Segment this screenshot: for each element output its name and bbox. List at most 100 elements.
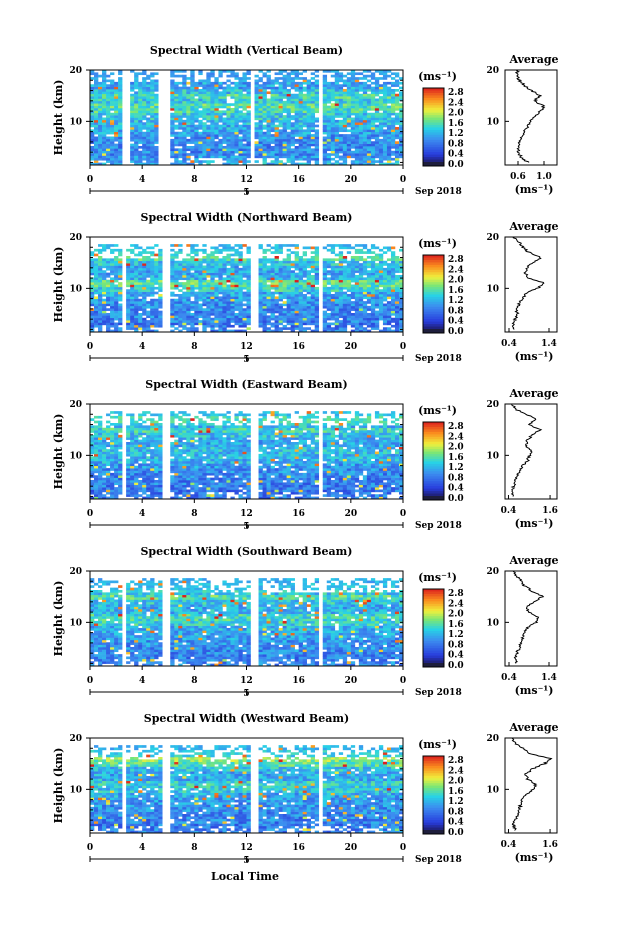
heatmap-cell <box>266 248 271 252</box>
heatmap-cell <box>126 275 131 278</box>
heatmap-cell <box>134 329 139 333</box>
heatmap-cell <box>226 119 231 123</box>
heatmap-cell <box>362 301 368 304</box>
heatmap-cell <box>182 270 187 273</box>
heatmap-cell <box>314 146 320 149</box>
heatmap-cell <box>370 327 376 330</box>
heatmap-cell <box>326 143 332 147</box>
heatmap-cell <box>290 270 295 273</box>
heatmap-cell <box>114 275 119 278</box>
heatmap-cell <box>142 96 147 99</box>
heatmap-cell <box>206 131 211 135</box>
heatmap-cell <box>198 282 203 285</box>
heatmap-cell <box>234 155 239 159</box>
heatmap-cell <box>242 296 247 300</box>
heatmap-cell <box>310 129 316 133</box>
heatmap-cell <box>306 270 311 273</box>
heatmap-cell <box>94 141 99 144</box>
heatmap-cell <box>210 329 215 333</box>
heatmap-cell <box>170 108 175 111</box>
heatmap-cell <box>278 310 283 314</box>
heatmap-cell <box>338 320 344 323</box>
heatmap-cell <box>330 294 336 297</box>
heatmap-cell <box>294 284 299 288</box>
heatmap-cell <box>142 310 147 314</box>
heatmap-cell <box>110 248 115 252</box>
heatmap-cell <box>358 313 364 316</box>
heatmap-cell <box>210 89 215 92</box>
heatmap-cell <box>222 279 227 283</box>
heatmap-cell <box>118 155 123 159</box>
heatmap-cell <box>94 277 99 281</box>
heatmap-cell <box>330 96 336 99</box>
heatmap-cell <box>258 308 263 311</box>
heatmap-cell <box>242 98 247 102</box>
heatmap-cell <box>302 267 307 271</box>
heatmap-cell <box>322 286 328 290</box>
heatmap-cell <box>230 317 235 321</box>
heatmap-cell <box>346 298 352 302</box>
heatmap-cell <box>242 294 247 297</box>
heatmap-cell <box>94 267 99 271</box>
heatmap-cell <box>350 162 356 166</box>
heatmap-cell <box>322 93 328 97</box>
heatmap-cell <box>210 81 215 85</box>
heatmap-cell <box>178 150 183 154</box>
heatmap-cell <box>98 105 103 109</box>
heatmap-cell <box>206 284 211 288</box>
heatmap-cell <box>134 162 139 166</box>
heatmap-cell <box>226 112 231 116</box>
heatmap-cell <box>118 263 123 266</box>
heatmap-cell <box>138 112 143 116</box>
heatmap-cell <box>246 313 251 316</box>
heatmap-cell <box>154 160 159 163</box>
heatmap-cell <box>98 81 103 85</box>
heatmap-cell <box>102 127 107 130</box>
heatmap-cell <box>238 91 243 95</box>
heatmap-cell <box>274 291 279 295</box>
heatmap-cell <box>330 270 336 273</box>
heatmap-cell <box>142 277 147 281</box>
heatmap-cell <box>270 291 275 295</box>
heatmap-cell <box>298 294 303 297</box>
heatmap-cell <box>226 322 231 326</box>
heatmap-cell <box>258 289 263 292</box>
heatmap-cell <box>178 117 183 121</box>
heatmap-cell <box>246 260 251 264</box>
heatmap-cell <box>330 141 336 144</box>
heatmap-cell <box>150 286 155 290</box>
heatmap-cell <box>274 496 279 500</box>
heatmap-cell <box>390 272 396 276</box>
colorbar-segment <box>423 301 444 305</box>
heatmap-cell <box>170 93 175 97</box>
heatmap-cell <box>314 98 320 102</box>
heatmap-cell <box>394 148 400 152</box>
heatmap-cell <box>366 301 372 304</box>
heatmap-cell <box>314 89 320 92</box>
heatmap-cell <box>110 289 115 292</box>
heatmap-cell <box>350 155 356 159</box>
heatmap-cell <box>170 105 175 109</box>
heatmap-cell <box>258 91 263 95</box>
heatmap-cell <box>134 277 139 281</box>
heatmap-cell <box>314 141 320 144</box>
heatmap-cell <box>322 146 328 149</box>
heatmap-cell <box>314 294 320 297</box>
heatmap-cell <box>374 267 380 271</box>
heatmap-cell <box>206 77 211 80</box>
heatmap-cell <box>306 131 311 135</box>
heatmap-cell <box>270 103 275 106</box>
heatmap-cell <box>338 324 344 328</box>
heatmap-cell <box>266 298 271 302</box>
heatmap-cell <box>202 134 207 137</box>
heatmap-cell <box>310 496 316 500</box>
heatmap-cell <box>338 296 344 300</box>
heatmap-cell <box>102 148 107 152</box>
heatmap-cell <box>114 146 119 149</box>
heatmap-cell <box>370 305 376 309</box>
heatmap-cell <box>350 329 356 333</box>
heatmap-cell <box>194 258 199 262</box>
heatmap-cell <box>310 296 316 300</box>
heatmap-cell <box>226 303 231 307</box>
heatmap-cell <box>230 93 235 97</box>
